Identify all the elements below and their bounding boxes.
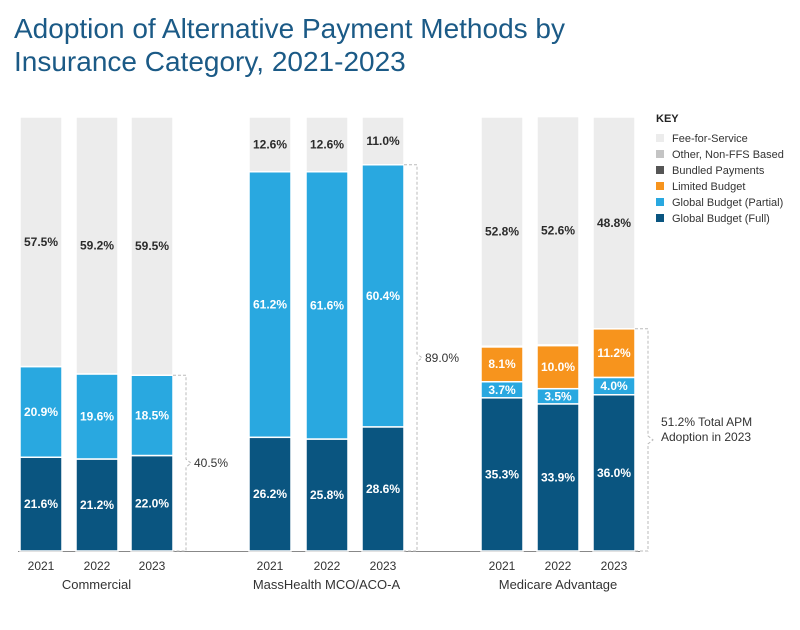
total-apm-label: 89.0% — [425, 351, 459, 365]
bar-segment — [536, 115, 580, 346]
bar-segment — [75, 373, 119, 460]
bar-segment — [19, 456, 63, 552]
legend-entry: Global Budget (Partial) — [672, 197, 783, 209]
data-label: 61.2% — [253, 297, 287, 311]
group-label: Medicare Advantage — [499, 577, 618, 592]
bar-segment — [19, 365, 63, 459]
data-label: 12.6% — [310, 137, 344, 151]
legend-entry: Bundled Payments — [672, 165, 765, 177]
bar-segment — [305, 170, 349, 440]
bar-segment — [361, 426, 405, 552]
data-label: 57.5% — [24, 235, 58, 249]
group-label: Commercial — [62, 577, 131, 592]
data-label: 11.2% — [597, 346, 631, 360]
data-label: 61.6% — [310, 298, 344, 312]
legend-entry: Limited Budget — [672, 181, 745, 193]
bar-segment — [248, 116, 292, 173]
year-tick-label: 2021 — [489, 559, 516, 573]
total-apm-bracket — [635, 328, 654, 552]
data-label: 11.0% — [366, 134, 400, 148]
data-label: 22.0% — [135, 496, 169, 510]
data-label: 18.5% — [135, 408, 169, 422]
chart-title: Adoption of Alternative Payment Methods … — [14, 13, 565, 77]
data-label: 33.9% — [541, 470, 575, 484]
bar-segment — [130, 116, 174, 376]
bar-segment — [480, 116, 524, 347]
bar-segment — [536, 403, 580, 552]
data-label: 48.8% — [597, 216, 631, 230]
legend-entry: Other, Non-FFS Based — [672, 149, 784, 161]
data-label: 20.9% — [24, 405, 58, 419]
legend-entry: Fee-for-Service — [672, 133, 748, 145]
bar-segment — [19, 116, 63, 368]
bar-segment — [361, 163, 405, 428]
bar-segment — [130, 374, 174, 457]
data-label: 59.2% — [80, 238, 114, 252]
data-label: 8.1% — [488, 357, 516, 371]
legend-title: KEY — [656, 113, 679, 125]
data-label: 35.3% — [485, 467, 519, 481]
total-apm-bracket — [404, 164, 423, 552]
data-label: 19.6% — [80, 409, 114, 423]
data-label: 52.8% — [485, 225, 519, 239]
year-tick-label: 2021 — [257, 559, 284, 573]
year-tick-label: 2022 — [545, 559, 572, 573]
bar-segment — [305, 116, 349, 173]
bar-segment — [592, 116, 636, 330]
data-label: 12.6% — [253, 137, 287, 151]
bar-segment — [75, 116, 119, 375]
year-tick-label: 2023 — [139, 559, 166, 573]
bar-segment — [130, 454, 174, 552]
legend-entry: Global Budget (Full) — [672, 213, 770, 225]
total-apm-label: 51.2% Total APM — [661, 415, 752, 429]
bar-segment — [248, 170, 292, 439]
bar-segment — [592, 394, 636, 552]
bar-segment — [361, 116, 405, 166]
data-label: 36.0% — [597, 466, 631, 480]
data-label: 3.5% — [544, 389, 572, 403]
data-label: 4.0% — [600, 379, 628, 393]
bar-segment — [305, 438, 349, 552]
data-label: 28.6% — [366, 482, 400, 496]
legend-swatch — [656, 182, 664, 190]
data-label: 52.6% — [541, 224, 575, 238]
data-label: 21.2% — [80, 498, 114, 512]
year-tick-label: 2022 — [84, 559, 111, 573]
year-tick-label: 2023 — [370, 559, 397, 573]
legend-swatch — [656, 150, 664, 158]
year-tick-label: 2021 — [28, 559, 55, 573]
data-label: 59.5% — [135, 239, 169, 253]
legend-swatch — [656, 134, 664, 142]
legend-swatch — [656, 166, 664, 174]
data-label: 3.7% — [488, 383, 516, 397]
year-tick-label: 2023 — [601, 559, 628, 573]
legend-swatch — [656, 214, 664, 222]
bar-segment — [248, 436, 292, 552]
legend-swatch — [656, 198, 664, 206]
data-label: 26.2% — [253, 487, 287, 501]
data-label: 60.4% — [366, 289, 400, 303]
data-label: 21.6% — [24, 497, 58, 511]
total-apm-label: Adoption in 2023 — [661, 430, 751, 444]
data-label: 10.0% — [541, 360, 575, 374]
year-tick-label: 2022 — [314, 559, 341, 573]
total-apm-bracket — [173, 374, 192, 552]
group-label: MassHealth MCO/ACO-A — [253, 577, 401, 592]
bar-segment — [75, 458, 119, 552]
data-label: 25.8% — [310, 488, 344, 502]
bar-segment — [536, 344, 580, 390]
total-apm-label: 40.5% — [194, 456, 228, 470]
